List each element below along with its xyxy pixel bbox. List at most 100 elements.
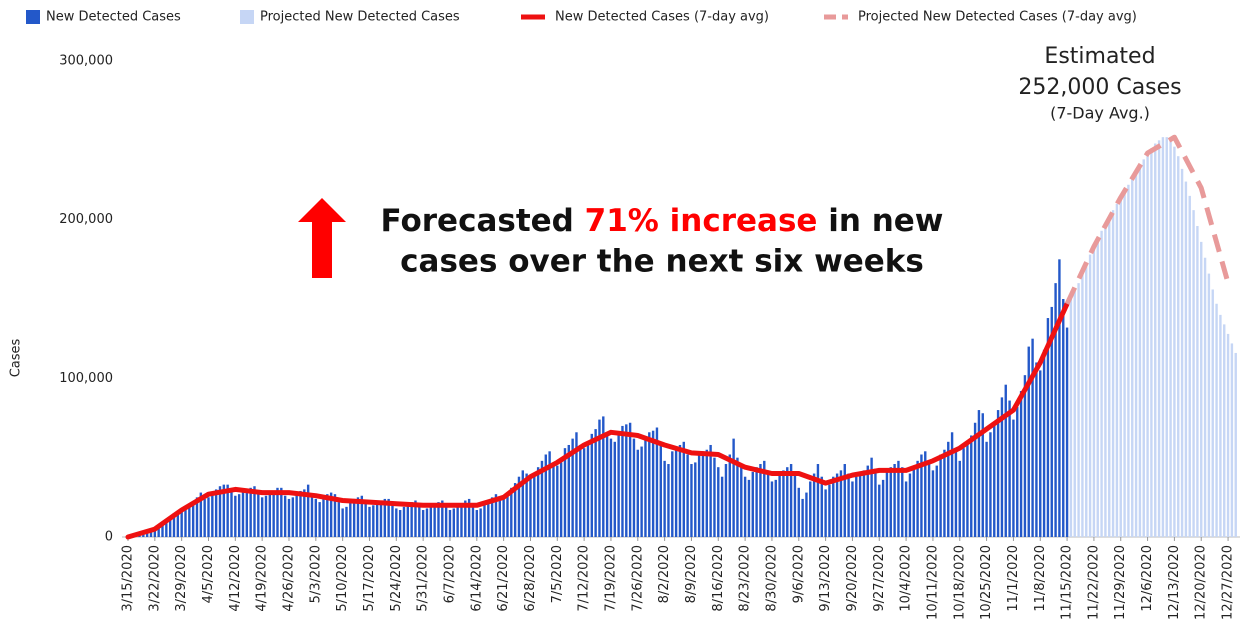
- bar: [536, 467, 540, 537]
- x-tick-label: 12/27/2020: [1221, 545, 1236, 620]
- bar: [1058, 259, 1061, 537]
- bar: [671, 451, 674, 537]
- bar: [1027, 346, 1030, 537]
- bar: [379, 500, 383, 537]
- legend-label: Projected New Detected Cases: [260, 10, 460, 25]
- x-tick-label: 9/20/2020: [845, 545, 860, 612]
- y-tick-label: 0: [105, 530, 113, 545]
- bar: [161, 523, 164, 537]
- bar: [260, 497, 264, 537]
- bar: [1138, 165, 1142, 537]
- bar: [237, 494, 241, 537]
- bar: [862, 470, 866, 537]
- bar: [195, 497, 199, 537]
- bar: [1062, 299, 1065, 537]
- bar: [686, 454, 689, 537]
- bar: [912, 467, 915, 537]
- bar: [832, 476, 835, 537]
- bar: [1196, 226, 1199, 537]
- bar: [318, 502, 321, 537]
- bar: [372, 505, 375, 537]
- bar: [904, 481, 908, 537]
- bar: [579, 444, 582, 537]
- y-tick-label: 300,000: [59, 54, 113, 69]
- bar: [1157, 140, 1161, 538]
- bar: [1180, 168, 1184, 538]
- bar: [253, 486, 256, 537]
- bar: [717, 467, 720, 537]
- bar: [621, 425, 624, 537]
- bar: [1085, 264, 1088, 537]
- bar: [1142, 159, 1145, 537]
- x-tick-label: 11/1/2020: [1006, 545, 1021, 612]
- bar: [632, 438, 636, 537]
- bar: [467, 498, 471, 537]
- bar: [287, 498, 291, 537]
- bar: [701, 451, 705, 537]
- bar: [824, 489, 827, 537]
- bar: [533, 475, 536, 537]
- bar: [935, 465, 938, 537]
- bar: [295, 492, 298, 537]
- bar: [866, 465, 869, 537]
- x-tick-label: 11/29/2020: [1113, 545, 1128, 620]
- bar: [805, 492, 808, 537]
- bar: [529, 476, 532, 537]
- forecast-line-2: cases over the next six weeks: [400, 244, 924, 280]
- x-tick-label: 7/5/2020: [550, 545, 565, 603]
- bar: [548, 451, 551, 537]
- bar: [950, 432, 954, 537]
- bar: [981, 413, 984, 537]
- up-arrow: [298, 198, 346, 278]
- bar: [736, 457, 739, 537]
- bar: [245, 489, 249, 537]
- bar: [924, 451, 927, 537]
- bar: [1192, 210, 1195, 537]
- x-tick-label: 10/4/2020: [899, 545, 914, 612]
- bar: [513, 483, 517, 537]
- bar: [970, 435, 973, 537]
- legend-label: New Detected Cases (7-day avg): [555, 10, 769, 25]
- bar: [858, 473, 862, 537]
- bar: [740, 465, 743, 537]
- bar: [257, 494, 260, 537]
- bar: [947, 441, 950, 537]
- bar: [429, 505, 433, 537]
- bar: [157, 527, 160, 537]
- bar: [460, 503, 463, 537]
- bar: [521, 470, 524, 537]
- bar: [609, 438, 613, 537]
- forecast-highlight: 71% increase: [585, 203, 818, 239]
- y-axis-label: Cases: [9, 338, 24, 377]
- bar: [705, 449, 708, 537]
- bar: [559, 462, 563, 537]
- bar: [575, 432, 578, 537]
- x-tick-label: 5/17/2020: [362, 545, 377, 612]
- bar: [483, 503, 486, 537]
- bar: [1184, 181, 1188, 537]
- bar: [709, 444, 712, 537]
- bar: [421, 510, 425, 537]
- bar: [280, 487, 283, 537]
- x-tick-label: 5/10/2020: [335, 545, 350, 612]
- legend-label: Projected New Detected Cases (7-day avg): [858, 10, 1137, 25]
- bar: [931, 470, 935, 537]
- bar: [1146, 153, 1149, 537]
- x-tick-label: 8/23/2020: [738, 545, 753, 612]
- forecast-line-1: Forecasted 71% increase in new: [381, 203, 944, 239]
- bar: [613, 441, 616, 537]
- forecast-text: Forecasted: [381, 203, 585, 239]
- bar: [230, 490, 233, 537]
- bar: [502, 495, 505, 537]
- bar: [494, 494, 498, 537]
- bar: [249, 487, 252, 537]
- bar: [1150, 148, 1153, 537]
- x-tick-label: 8/30/2020: [764, 545, 779, 612]
- bar: [471, 506, 475, 537]
- bar: [1127, 184, 1130, 537]
- bar: [1035, 362, 1038, 537]
- bar: [1081, 273, 1084, 537]
- bar: [1230, 343, 1234, 537]
- bar: [1023, 375, 1027, 537]
- x-tick-label: 3/22/2020: [147, 545, 162, 612]
